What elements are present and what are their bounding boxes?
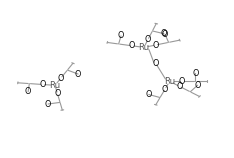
Text: O: O <box>162 85 168 94</box>
Text: O: O <box>162 30 168 39</box>
Text: O: O <box>194 81 201 90</box>
Text: O: O <box>161 29 167 38</box>
Text: Ru: Ru <box>164 77 175 86</box>
Text: O: O <box>58 74 64 83</box>
Text: O: O <box>129 41 135 50</box>
Text: Ru: Ru <box>138 43 150 52</box>
Text: O: O <box>179 77 185 86</box>
Text: O: O <box>75 70 81 79</box>
Text: O: O <box>176 82 183 91</box>
Text: O: O <box>192 69 199 78</box>
Text: O: O <box>25 87 31 96</box>
Text: O: O <box>145 35 151 44</box>
Text: O: O <box>118 31 124 40</box>
Text: O: O <box>146 90 152 99</box>
Text: O: O <box>152 59 159 68</box>
Text: O: O <box>152 41 159 49</box>
Text: O: O <box>45 100 51 109</box>
Text: Ru: Ru <box>49 81 61 90</box>
Text: O: O <box>40 80 46 89</box>
Text: O: O <box>54 89 61 98</box>
